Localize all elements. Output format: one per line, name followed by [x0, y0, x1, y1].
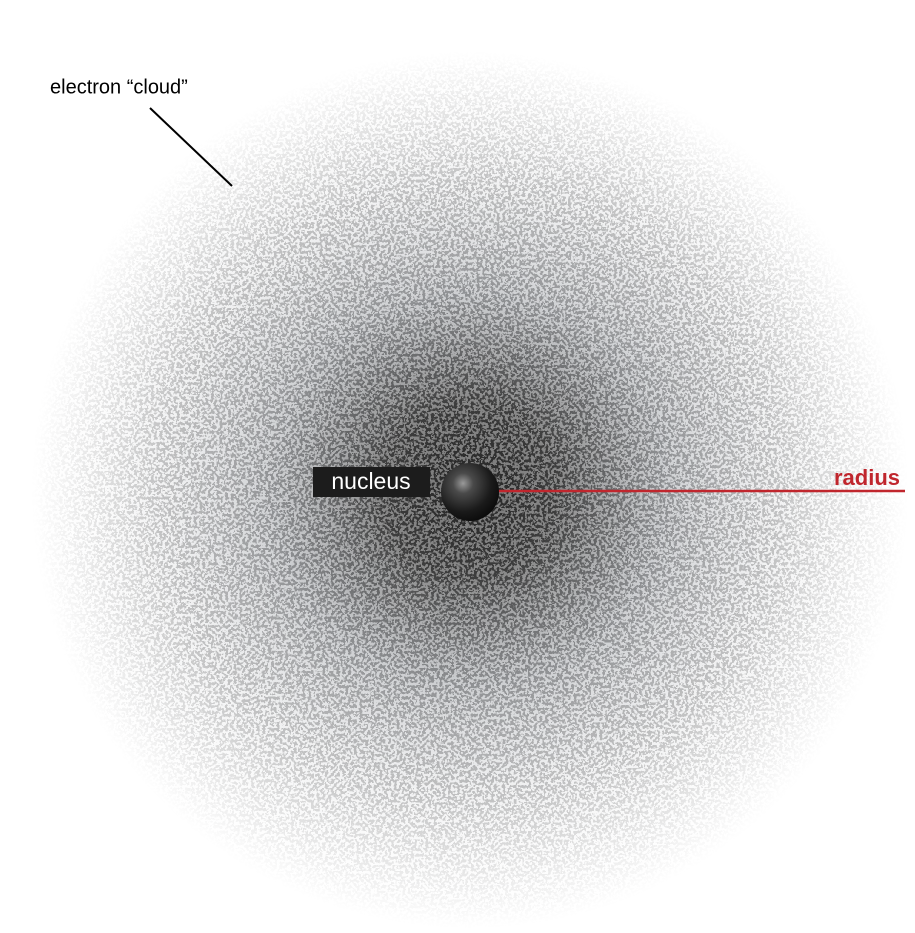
cloud-label: electron “cloud”: [50, 76, 188, 98]
radius-label: radius: [834, 465, 900, 490]
atom-diagram: electron “cloud” radius nucleus: [0, 0, 915, 933]
nucleus: [441, 463, 499, 521]
nucleus-label: nucleus: [331, 468, 410, 494]
page: electron “cloud” radius nucleus (() => {…: [0, 0, 915, 933]
